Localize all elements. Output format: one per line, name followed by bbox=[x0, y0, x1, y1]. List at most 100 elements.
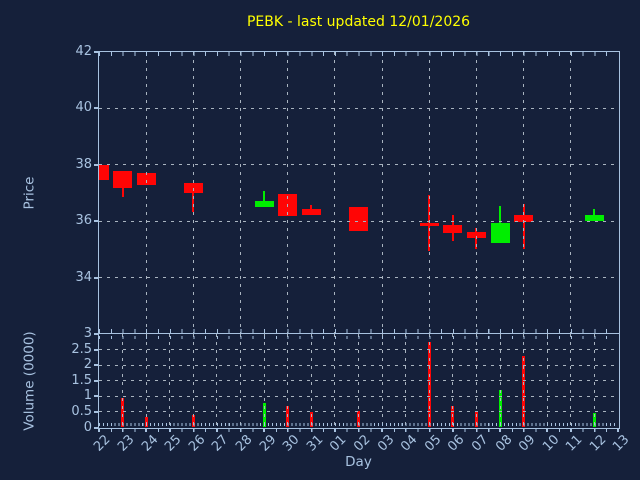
v-gridline bbox=[192, 334, 194, 428]
minor-ticks bbox=[99, 328, 618, 333]
v-gridline bbox=[475, 52, 477, 334]
xtick-mark bbox=[263, 427, 265, 432]
xtick-label-day-08: 08 bbox=[492, 432, 515, 455]
chart-title: PEBK - last updated 12/01/2026 bbox=[246, 14, 471, 30]
minor-ticks bbox=[99, 423, 618, 426]
xtick-label-day-10: 10 bbox=[539, 432, 563, 455]
h-gridline bbox=[99, 164, 618, 166]
v-gridline bbox=[263, 334, 265, 428]
v-gridline bbox=[381, 334, 383, 428]
v-gridline bbox=[334, 334, 336, 428]
v-gridline bbox=[405, 334, 407, 428]
v-gridline bbox=[334, 52, 336, 334]
candle-body-day-08 bbox=[490, 222, 510, 243]
volume-axis-label: Volume (0000) bbox=[21, 331, 38, 431]
xtick-mark bbox=[169, 427, 171, 432]
candle-body-day-02 bbox=[349, 207, 368, 232]
v-gridline bbox=[381, 52, 383, 334]
xtick-mark bbox=[546, 427, 548, 432]
xtick-label-day-25: 25 bbox=[162, 432, 185, 455]
candle-body-day-12 bbox=[584, 214, 604, 222]
v-gridline bbox=[192, 52, 194, 334]
xtick-mark bbox=[404, 427, 407, 432]
xtick-label-day-31: 31 bbox=[303, 432, 327, 455]
xtick-mark bbox=[593, 427, 596, 432]
v-gridline bbox=[240, 52, 242, 334]
candle-wick-day-29 bbox=[263, 191, 266, 208]
xtick-label-day-27: 27 bbox=[209, 432, 232, 455]
xtick-mark bbox=[310, 427, 313, 432]
v-gridline bbox=[358, 334, 359, 428]
xtick-mark bbox=[216, 427, 218, 432]
ytick-mark bbox=[93, 364, 98, 367]
xtick-mark bbox=[381, 427, 383, 432]
ytick-label: 36 bbox=[75, 213, 92, 229]
ytick-mark bbox=[93, 426, 98, 429]
xtick-label-day-05: 05 bbox=[421, 432, 445, 455]
v-gridline bbox=[570, 334, 572, 428]
xtick-label-day-04: 04 bbox=[398, 432, 421, 455]
ytick-mark bbox=[93, 51, 98, 53]
v-gridline bbox=[546, 334, 548, 428]
h-gridline bbox=[99, 277, 618, 279]
ytick-label: 2.5 bbox=[71, 341, 92, 357]
xtick-label-day-22: 22 bbox=[91, 432, 114, 455]
ytick-mark bbox=[93, 379, 98, 382]
ytick-label: 38 bbox=[75, 156, 92, 172]
candle-body-day-31 bbox=[301, 208, 321, 216]
xtick-mark bbox=[121, 427, 124, 432]
x-axis-label: Day bbox=[345, 454, 372, 470]
xtick-label-day-07: 07 bbox=[469, 432, 492, 455]
h-gridline bbox=[99, 107, 618, 109]
price-axis-label: Price bbox=[21, 176, 38, 210]
xtick-mark bbox=[570, 427, 572, 432]
ytick-label: 0.5 bbox=[71, 403, 92, 419]
xtick-label-day-30: 30 bbox=[280, 432, 303, 455]
ytick-label: 0 bbox=[83, 419, 92, 435]
xtick-label-day-02: 02 bbox=[351, 432, 374, 455]
xtick-label-day-12: 12 bbox=[587, 432, 610, 455]
ytick-label: 42 bbox=[75, 44, 92, 59]
v-gridline bbox=[499, 334, 501, 428]
v-gridline bbox=[593, 334, 595, 428]
candle-body-day-29 bbox=[254, 201, 274, 208]
xtick-mark bbox=[452, 427, 454, 432]
ytick-label: 1 bbox=[83, 388, 92, 404]
xtick-mark bbox=[357, 427, 360, 432]
ytick-mark bbox=[93, 410, 98, 413]
v-gridline bbox=[216, 334, 218, 428]
minor-ticks bbox=[99, 335, 618, 339]
v-gridline bbox=[475, 334, 477, 428]
xtick-mark bbox=[192, 427, 195, 432]
ytick-mark bbox=[93, 333, 98, 335]
v-gridline bbox=[287, 52, 289, 334]
ytick-mark bbox=[93, 220, 98, 223]
xtick-label-day-29: 29 bbox=[256, 432, 280, 455]
minor-ticks bbox=[99, 52, 618, 56]
xtick-mark bbox=[145, 427, 147, 432]
xtick-label-day-01: 01 bbox=[327, 432, 350, 455]
ytick-label: 34 bbox=[75, 269, 92, 285]
xtick-mark bbox=[428, 427, 431, 432]
v-gridline bbox=[428, 52, 430, 334]
plot-area bbox=[99, 52, 618, 428]
v-gridline bbox=[523, 52, 525, 334]
v-gridline bbox=[310, 334, 312, 428]
xtick-mark bbox=[286, 427, 289, 432]
xtick-label-day-09: 09 bbox=[516, 432, 539, 455]
v-gridline bbox=[428, 334, 430, 428]
v-gridline bbox=[523, 334, 525, 428]
ytick-label: 2 bbox=[83, 357, 92, 373]
candle-body-day-23 bbox=[113, 171, 133, 188]
ytick-mark bbox=[93, 163, 98, 166]
h-gridline bbox=[99, 220, 618, 222]
xtick-label-day-23: 23 bbox=[115, 432, 138, 455]
v-gridline bbox=[145, 334, 147, 428]
xtick-label-day-06: 06 bbox=[445, 432, 468, 455]
v-gridline bbox=[240, 334, 242, 428]
v-gridline bbox=[452, 334, 454, 428]
ytick-mark bbox=[93, 107, 98, 110]
xtick-mark bbox=[499, 427, 501, 432]
ytick-mark bbox=[93, 276, 98, 279]
